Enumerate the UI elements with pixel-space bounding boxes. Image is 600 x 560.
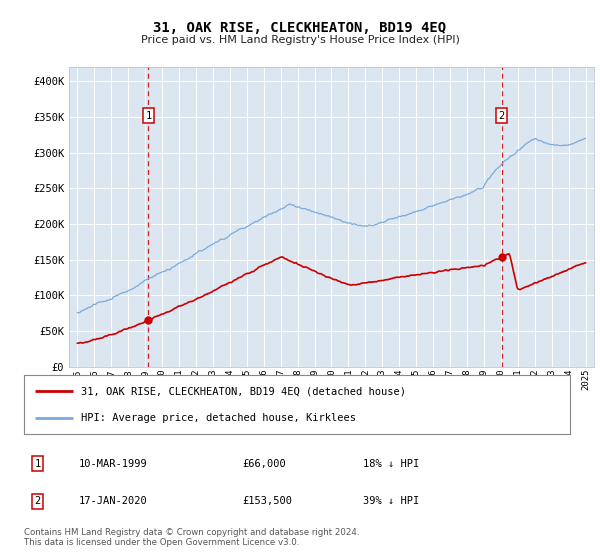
Text: 31, OAK RISE, CLECKHEATON, BD19 4EQ (detached house): 31, OAK RISE, CLECKHEATON, BD19 4EQ (det… xyxy=(82,386,406,396)
Text: Price paid vs. HM Land Registry's House Price Index (HPI): Price paid vs. HM Land Registry's House … xyxy=(140,35,460,45)
Text: 39% ↓ HPI: 39% ↓ HPI xyxy=(362,496,419,506)
Text: Contains HM Land Registry data © Crown copyright and database right 2024.
This d: Contains HM Land Registry data © Crown c… xyxy=(24,528,359,547)
Text: 2: 2 xyxy=(499,111,505,121)
Text: £153,500: £153,500 xyxy=(242,496,292,506)
Text: 1: 1 xyxy=(35,459,41,469)
Text: 2: 2 xyxy=(35,496,41,506)
Text: 18% ↓ HPI: 18% ↓ HPI xyxy=(362,459,419,469)
Text: 1: 1 xyxy=(145,111,152,121)
Text: HPI: Average price, detached house, Kirklees: HPI: Average price, detached house, Kirk… xyxy=(82,413,356,423)
Text: 17-JAN-2020: 17-JAN-2020 xyxy=(79,496,148,506)
Text: £66,000: £66,000 xyxy=(242,459,286,469)
Text: 10-MAR-1999: 10-MAR-1999 xyxy=(79,459,148,469)
Text: 31, OAK RISE, CLECKHEATON, BD19 4EQ: 31, OAK RISE, CLECKHEATON, BD19 4EQ xyxy=(154,21,446,35)
